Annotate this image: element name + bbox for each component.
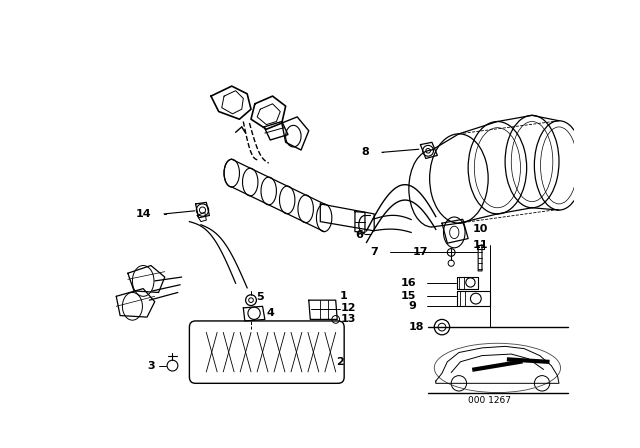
- Text: 7: 7: [371, 247, 378, 258]
- Text: 8: 8: [361, 147, 369, 157]
- Text: 4: 4: [266, 308, 275, 318]
- Text: 6: 6: [355, 230, 363, 240]
- Text: 000 1267: 000 1267: [468, 396, 511, 405]
- Text: 11: 11: [473, 240, 488, 250]
- Text: 2: 2: [336, 357, 344, 367]
- Text: 14: 14: [135, 209, 151, 219]
- Text: 5: 5: [257, 292, 264, 302]
- Text: 1: 1: [340, 291, 348, 302]
- Text: 16: 16: [401, 278, 417, 288]
- Text: 18: 18: [409, 322, 424, 332]
- Text: 9: 9: [409, 302, 417, 311]
- Text: 15: 15: [401, 291, 417, 302]
- Text: 17: 17: [413, 247, 428, 258]
- Text: 12: 12: [341, 303, 356, 313]
- Text: 3: 3: [147, 361, 155, 370]
- Text: 13: 13: [341, 314, 356, 324]
- Text: 10: 10: [473, 224, 488, 234]
